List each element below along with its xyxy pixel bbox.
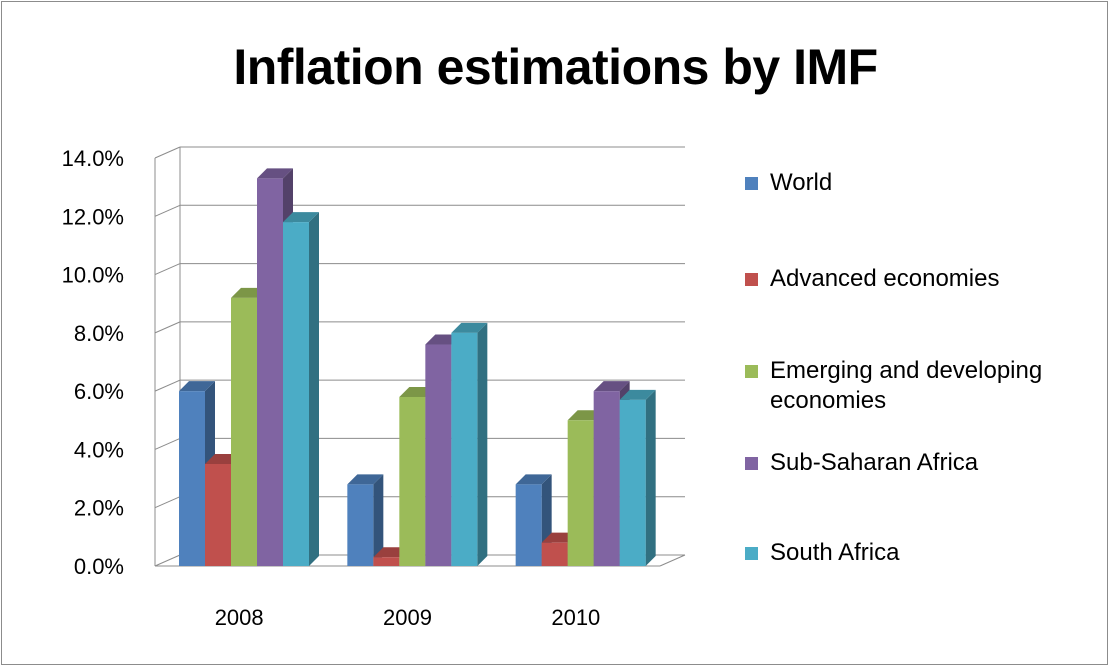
bar-world-2010 (515, 484, 542, 566)
legend-swatch (745, 365, 758, 378)
bar-top-sub-saharan-africa (257, 168, 293, 179)
legend-label: World (770, 169, 833, 196)
legend-label: Advanced economies (770, 265, 1000, 292)
bar-sub-saharan-africa-2009 (425, 344, 452, 566)
legend-item: World (745, 168, 1100, 198)
legend-item: Sub-Saharan Africa (745, 448, 1100, 478)
gridline-side (154, 204, 181, 217)
legend-swatch (745, 177, 758, 190)
gridline-side (154, 379, 181, 392)
bar-top-world (515, 474, 552, 485)
x-tick-label: 2008 (215, 605, 264, 630)
bar-sub-saharan-africa-2010 (593, 391, 620, 566)
gridline-side (154, 496, 181, 509)
y-tick-label: 0.0% (74, 554, 124, 579)
legend-item: Emerging and developing economies (745, 356, 1100, 416)
bar-side-south-africa (477, 322, 488, 566)
gridline-side (154, 437, 181, 450)
legend-label: South Africa (770, 539, 900, 566)
bar-top-south-africa (451, 322, 488, 333)
bar-top-south-africa (283, 212, 319, 223)
bar-emerging-and-developing-economies-2008 (231, 297, 257, 566)
bar-advanced-economies-2009 (373, 557, 400, 566)
y-tick-label: 14.0% (62, 146, 124, 171)
bar-top-world (179, 381, 215, 392)
legend-swatch (745, 547, 758, 560)
gridline-side (154, 554, 181, 567)
bar-south-africa-2009 (451, 332, 478, 566)
bar-emerging-and-developing-economies-2010 (567, 420, 594, 566)
bar-sub-saharan-africa-2008 (257, 178, 283, 566)
legend-label: Emerging and developing economies (770, 357, 1043, 414)
bar-advanced-economies-2008 (205, 464, 231, 566)
bar-south-africa-2008 (283, 222, 309, 566)
bar-emerging-and-developing-economies-2009 (399, 396, 426, 566)
legend-swatch (745, 457, 758, 470)
legend-swatch (745, 273, 758, 286)
x-tick-label: 2009 (383, 605, 432, 630)
bar-world-2009 (347, 484, 374, 566)
legend-item: South Africa (745, 538, 1100, 568)
bar-world-2008 (179, 391, 205, 566)
gridline-side (154, 321, 181, 334)
gridline-side (154, 146, 181, 159)
bar-side-world (373, 474, 384, 566)
gridline-side (154, 263, 181, 276)
bar-south-africa-2010 (619, 399, 646, 566)
y-tick-label: 10.0% (62, 263, 124, 288)
y-tick-label: 4.0% (74, 437, 124, 462)
legend-item: Advanced economies (745, 264, 1100, 294)
y-tick-label: 2.0% (74, 496, 124, 521)
y-tick-label: 8.0% (74, 321, 124, 346)
bar-top-south-africa (619, 389, 656, 400)
bar-side-south-africa (309, 212, 319, 566)
y-tick-label: 12.0% (62, 204, 124, 229)
bar-advanced-economies-2010 (541, 542, 568, 566)
bar-top-world (347, 474, 384, 485)
bar-top-sub-saharan-africa (593, 381, 630, 392)
x-tick-label: 2010 (551, 605, 600, 630)
chart-title: Inflation estimations by IMF (233, 39, 878, 95)
legend-label: Sub-Saharan Africa (770, 449, 979, 476)
bar-side-south-africa (645, 389, 656, 566)
floor-edge (659, 554, 686, 567)
y-tick-label: 6.0% (74, 379, 124, 404)
